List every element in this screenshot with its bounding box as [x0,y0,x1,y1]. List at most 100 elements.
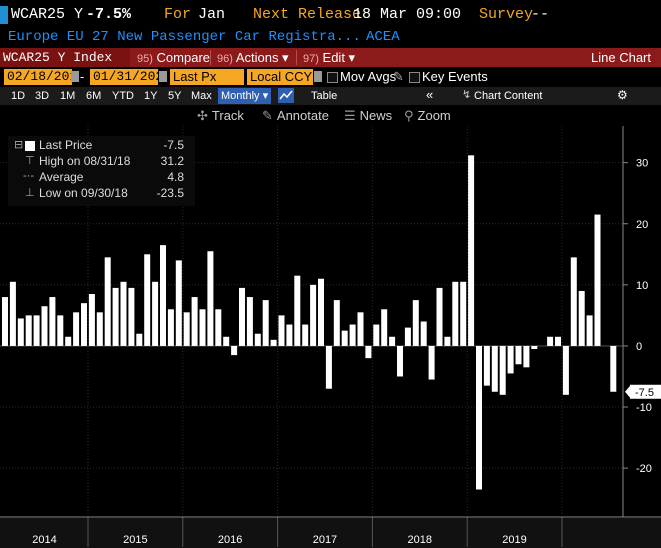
chart-content-button[interactable]: Chart Content [474,90,543,102]
date-range-dash: - [80,69,85,84]
chart-bar [333,300,340,346]
legend-high: ⊤ High on 08/31/18 31.2 [8,154,195,170]
tab-max[interactable]: Max [191,90,212,102]
dropdown-arrow-icon[interactable] [314,71,322,82]
tab-6m[interactable]: 6M [86,90,102,102]
x-year-label: 2018 [408,534,432,546]
chart-bar [515,345,522,365]
chart-bar [294,275,301,346]
chart-type-label[interactable]: Line Chart [591,50,651,65]
chart-bar [175,260,182,346]
data-source[interactable]: ACEA [366,29,400,45]
field-selector[interactable]: Last Px [170,69,244,85]
tab-3d[interactable]: 3D [35,90,50,102]
survey-value: -- [531,6,550,23]
pencil-icon[interactable]: ✎ [393,69,404,84]
high-marker-icon: ⊤ [25,155,35,167]
edit-button[interactable]: 97) Edit ▾ [300,48,358,67]
tab-1y[interactable]: 1Y [144,90,158,102]
y-tick-label: 10 [636,280,648,292]
key-events-label: Key Events [422,69,488,84]
chart-bar [112,287,119,346]
chart-bar [199,309,206,346]
legend-average-label: Average [39,170,84,184]
x-year-label: 2014 [32,534,56,546]
calendar-icon[interactable] [159,71,167,82]
survey-label: Survey [479,6,534,23]
last-value-badge [630,384,661,399]
key-events-checkbox[interactable] [409,72,420,83]
tab-ytd[interactable]: YTD [112,90,134,102]
security-description[interactable]: Europe EU 27 New Passenger Car Registra.… [8,29,361,45]
chart-bar [404,327,411,346]
chart-bar [578,290,585,346]
y-tick-label: 20 [636,219,648,231]
ticker-label[interactable]: WCAR25 Y [11,6,84,23]
actions-label: Actions ▾ [235,50,289,65]
chart-bar [460,281,467,346]
mov-avgs-checkbox[interactable] [327,72,338,83]
actions-button[interactable]: 96) Actions ▾ [214,48,292,67]
tab-1m[interactable]: 1M [60,90,76,102]
legend-low: ⊥ Low on 09/30/18 -23.5 [8,186,195,202]
news-label: News [359,108,393,123]
legend-low-label: Low on 09/30/18 [39,186,128,200]
news-button[interactable]: ☰ News [344,108,392,124]
tab-5y[interactable]: 5Y [168,90,182,102]
chart-bar [191,297,198,346]
chart-axes: 30 20 10 0 -10 -20 2014 2015 2016 2017 2018 2019 -7.… [0,126,661,547]
calendar-icon[interactable] [71,71,79,82]
track-button[interactable]: ✣ Track [197,108,244,124]
toolbar-divider [210,50,211,65]
chart-bar [499,345,506,395]
y-tick-label: 0 [636,341,642,353]
zoom-button[interactable]: ⚲ Zoom [404,108,451,124]
end-date-field[interactable]: 01/31/2020 [90,69,171,85]
chart-bar [144,254,151,346]
for-value: Jan [198,6,226,23]
frequency-selector[interactable]: Monthly ▾ [218,88,272,104]
track-label: Track [211,108,244,123]
chart-bar [215,309,222,346]
chart-bar [349,324,356,346]
chart-bar [286,324,293,346]
legend-collapse-icon[interactable]: ⊟ [14,139,24,151]
crosshair-icon: ✣ [197,108,208,123]
table-button[interactable]: Table [311,90,338,102]
chart-bar [341,330,348,346]
actions-number: 96) [217,53,233,65]
start-date-field[interactable]: 02/18/2014 [4,69,85,85]
security-header: WCAR25 Y -7.5% For Jan Next Release 18 M… [0,0,661,30]
average-marker-icon: -·- [23,170,34,182]
x-year-label: 2017 [313,534,337,546]
legend-average-value: 4.8 [167,170,184,184]
currency-selector[interactable]: Local CCY [247,69,313,85]
index-label[interactable]: WCAR25 Y Index [0,48,130,67]
next-release-label: Next Release [253,6,362,23]
legend-low-value: -23.5 [156,186,184,200]
chart-bar [452,281,459,346]
chart-bar [152,281,159,346]
chart-bars [2,155,617,490]
collapse-icon[interactable]: « [426,87,434,102]
chart-bar [81,303,87,346]
annotate-button[interactable]: ✎ Annotate [262,108,329,124]
y-tick-label: 30 [636,158,648,170]
compare-label: Compare [156,50,210,65]
legend-last-price-value: -7.5 [163,138,184,152]
chart-bar [310,284,317,346]
chart-bar [302,324,309,346]
gear-icon[interactable]: ⚙ [617,88,628,102]
line-chart-icon[interactable] [278,88,294,103]
chart-bar [594,214,601,346]
chart-legend[interactable]: ⊟ Last Price -7.5 ⊤ High on 08/31/18 31.… [8,136,195,206]
chart-bar [160,245,166,346]
tab-1d[interactable]: 1D [11,90,26,102]
chart-bar [65,336,72,346]
compare-button[interactable]: 95) Compare [134,48,213,67]
chart-tools-bar: ✣ Track ✎ Annotate ☰ News ⚲ Zoom [0,106,661,126]
chart-bar [278,315,285,346]
chart-bar [318,278,324,346]
x-axis-band [0,518,661,548]
